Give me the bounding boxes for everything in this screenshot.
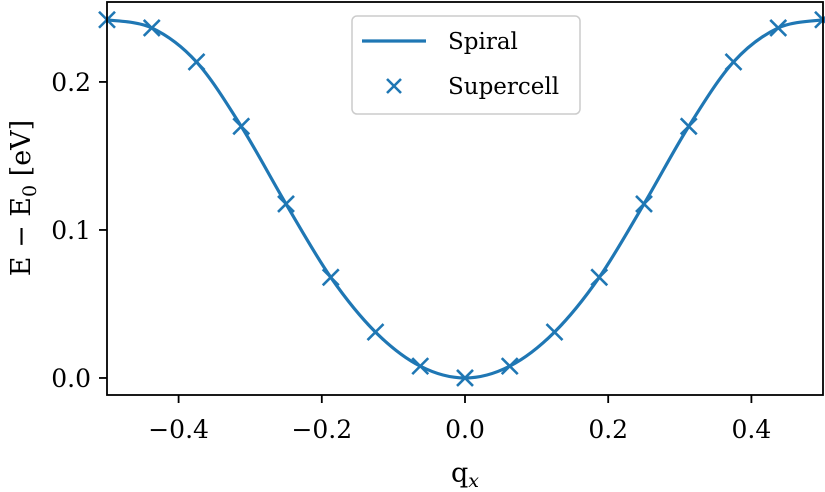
x-axis-label: qx xyxy=(451,458,479,492)
x-marker-icon xyxy=(769,18,788,37)
x-marker-icon xyxy=(411,357,430,376)
x-marker-icon xyxy=(545,323,564,342)
supercell-series-markers xyxy=(98,10,825,387)
y-tick-label: 0.2 xyxy=(51,68,91,97)
x-marker-icon xyxy=(142,18,161,37)
legend-label-supercell: Supercell xyxy=(448,74,559,100)
x-marker-icon xyxy=(500,357,519,376)
x-marker-icon xyxy=(366,323,385,342)
legend-x-marker-icon xyxy=(386,78,402,94)
y-tick-label: 0.0 xyxy=(51,364,91,393)
x-marker-icon xyxy=(590,268,609,287)
legend-label-spiral: Spiral xyxy=(448,29,518,55)
y-axis-ticks: 0.0 0.1 0.2 xyxy=(51,68,107,393)
x-tick-label: 0.0 xyxy=(445,415,485,444)
x-tick-label: 0.4 xyxy=(732,415,772,444)
x-marker-icon xyxy=(724,53,743,71)
y-tick-label: 0.1 xyxy=(51,216,91,245)
x-marker-icon xyxy=(635,194,653,213)
x-marker-icon xyxy=(232,117,251,136)
legend: Spiral Supercell xyxy=(351,15,581,115)
x-marker-icon xyxy=(456,369,474,387)
x-tick-label: 0.2 xyxy=(588,415,628,444)
y-axis-label: E − E0 [eV] xyxy=(6,120,41,276)
x-axis-ticks: −0.4 −0.2 0.0 0.2 0.4 xyxy=(148,395,771,444)
x-tick-label: −0.2 xyxy=(291,415,352,444)
x-marker-icon xyxy=(277,194,295,213)
plot-area xyxy=(98,10,825,387)
x-tick-label: −0.4 xyxy=(148,415,209,444)
x-marker-icon xyxy=(187,53,206,71)
x-marker-icon xyxy=(321,268,340,287)
x-marker-icon xyxy=(679,117,698,136)
